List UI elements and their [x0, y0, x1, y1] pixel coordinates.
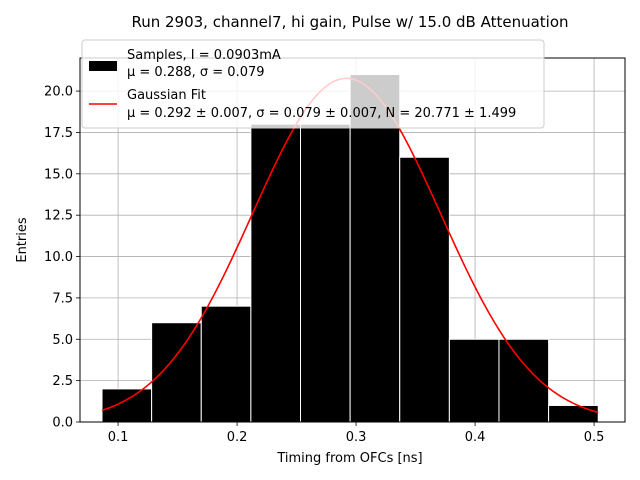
histogram-bar — [151, 322, 202, 423]
legend: Samples, I = 0.0903mA μ = 0.288, σ = 0.0… — [81, 39, 545, 129]
legend-fit-line2: μ = 0.292 ± 0.007, σ = 0.079 ± 0.007, N … — [127, 106, 516, 121]
y-tick-label: 12.5 — [44, 209, 73, 224]
y-tick-label: 5.0 — [52, 333, 73, 348]
y-tick-label: 20.0 — [44, 85, 73, 100]
y-tick-label: 10.0 — [44, 250, 73, 265]
y-tick-label: 0.0 — [52, 416, 73, 431]
legend-samples-line2: μ = 0.288, σ = 0.079 — [127, 65, 265, 80]
histogram-bar — [448, 338, 500, 423]
y-tick-label: 2.5 — [52, 374, 73, 389]
x-tick-label: 0.2 — [227, 430, 248, 445]
histogram-bar — [200, 305, 252, 423]
histogram-bar — [299, 123, 351, 423]
x-axis-label: Timing from OFCs [ns] — [276, 451, 422, 466]
legend-fit-line1: Gaussian Fit — [127, 88, 206, 103]
histogram-bars — [101, 74, 599, 423]
histogram-bar — [250, 123, 301, 423]
y-tick-label: 15.0 — [44, 167, 73, 182]
y-axis-ticks: 0.0 2.5 5.0 7.5 10.0 12.5 15.0 17.5 20.0 — [44, 85, 80, 431]
y-axis-label: Entries — [15, 217, 30, 263]
legend-samples-line1: Samples, I = 0.0903mA — [127, 48, 281, 63]
y-tick-label: 17.5 — [44, 126, 73, 141]
y-tick-label: 7.5 — [52, 291, 73, 306]
histogram-bar — [548, 404, 599, 423]
x-tick-label: 0.3 — [346, 430, 367, 445]
x-tick-label: 0.5 — [584, 430, 605, 445]
chart-title: Run 2903, channel7, hi gain, Pulse w/ 15… — [131, 13, 568, 31]
x-axis-ticks: 0.1 0.2 0.3 0.4 0.5 — [108, 422, 605, 445]
histogram-bar — [101, 388, 153, 423]
histogram-bar — [399, 156, 450, 423]
legend-samples-marker — [89, 61, 117, 71]
x-tick-label: 0.4 — [465, 430, 486, 445]
histogram-bar — [349, 74, 401, 423]
legend-box — [81, 39, 545, 129]
x-tick-label: 0.1 — [108, 430, 129, 445]
